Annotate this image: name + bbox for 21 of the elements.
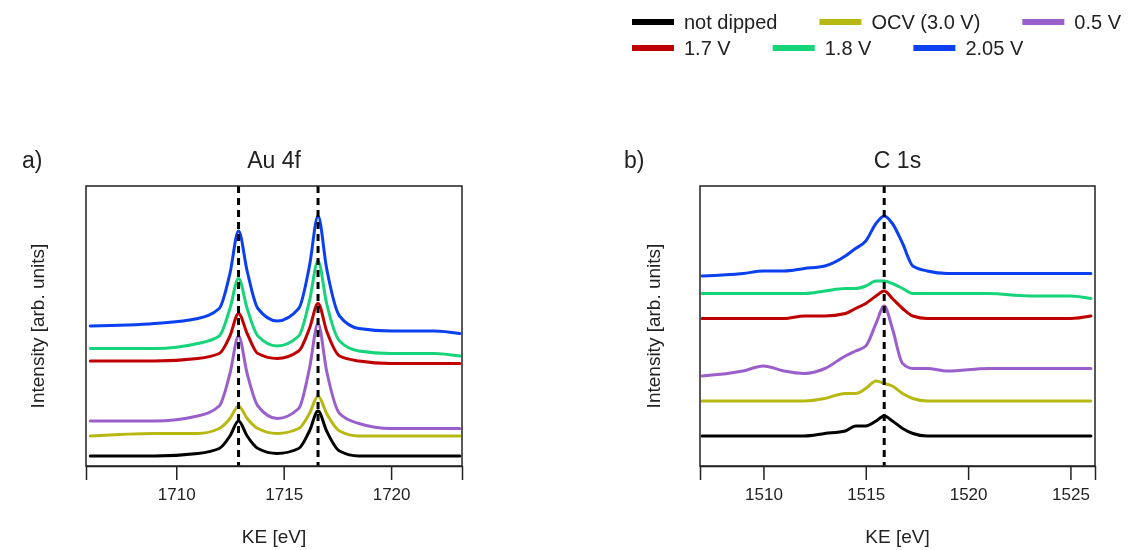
chart-title: C 1s — [873, 147, 922, 173]
legend-label: OCV (3.0 V) — [871, 11, 981, 33]
x-tick-label: 1510 — [745, 485, 783, 505]
chart-title: Au 4f — [247, 147, 302, 173]
text: a) — [22, 147, 43, 173]
x-axis-title: KE [eV] — [241, 526, 307, 547]
x-tick-label: 1525 — [1052, 485, 1090, 505]
x-tick-label: 1715 — [265, 485, 304, 505]
legend-label: 1.8 V — [824, 37, 873, 59]
legend-label: not dipped — [684, 11, 778, 33]
legend-label: 2.05 V — [965, 37, 1024, 59]
x-axis-title: KE [eV] — [865, 526, 930, 547]
legend-label: 0.5 V — [1074, 11, 1122, 33]
x-tick-label: 1520 — [949, 485, 988, 505]
x-tick-label: 1515 — [847, 485, 886, 505]
y-axis-title: Intensity [arb. units] — [27, 243, 48, 409]
legend-label: 1.7 V — [684, 37, 732, 59]
x-tick-label: 1710 — [157, 485, 196, 505]
x-tick-label: 1720 — [372, 485, 411, 505]
y-axis-title: Intensity [arb. units] — [643, 243, 664, 409]
text: b) — [624, 147, 645, 173]
